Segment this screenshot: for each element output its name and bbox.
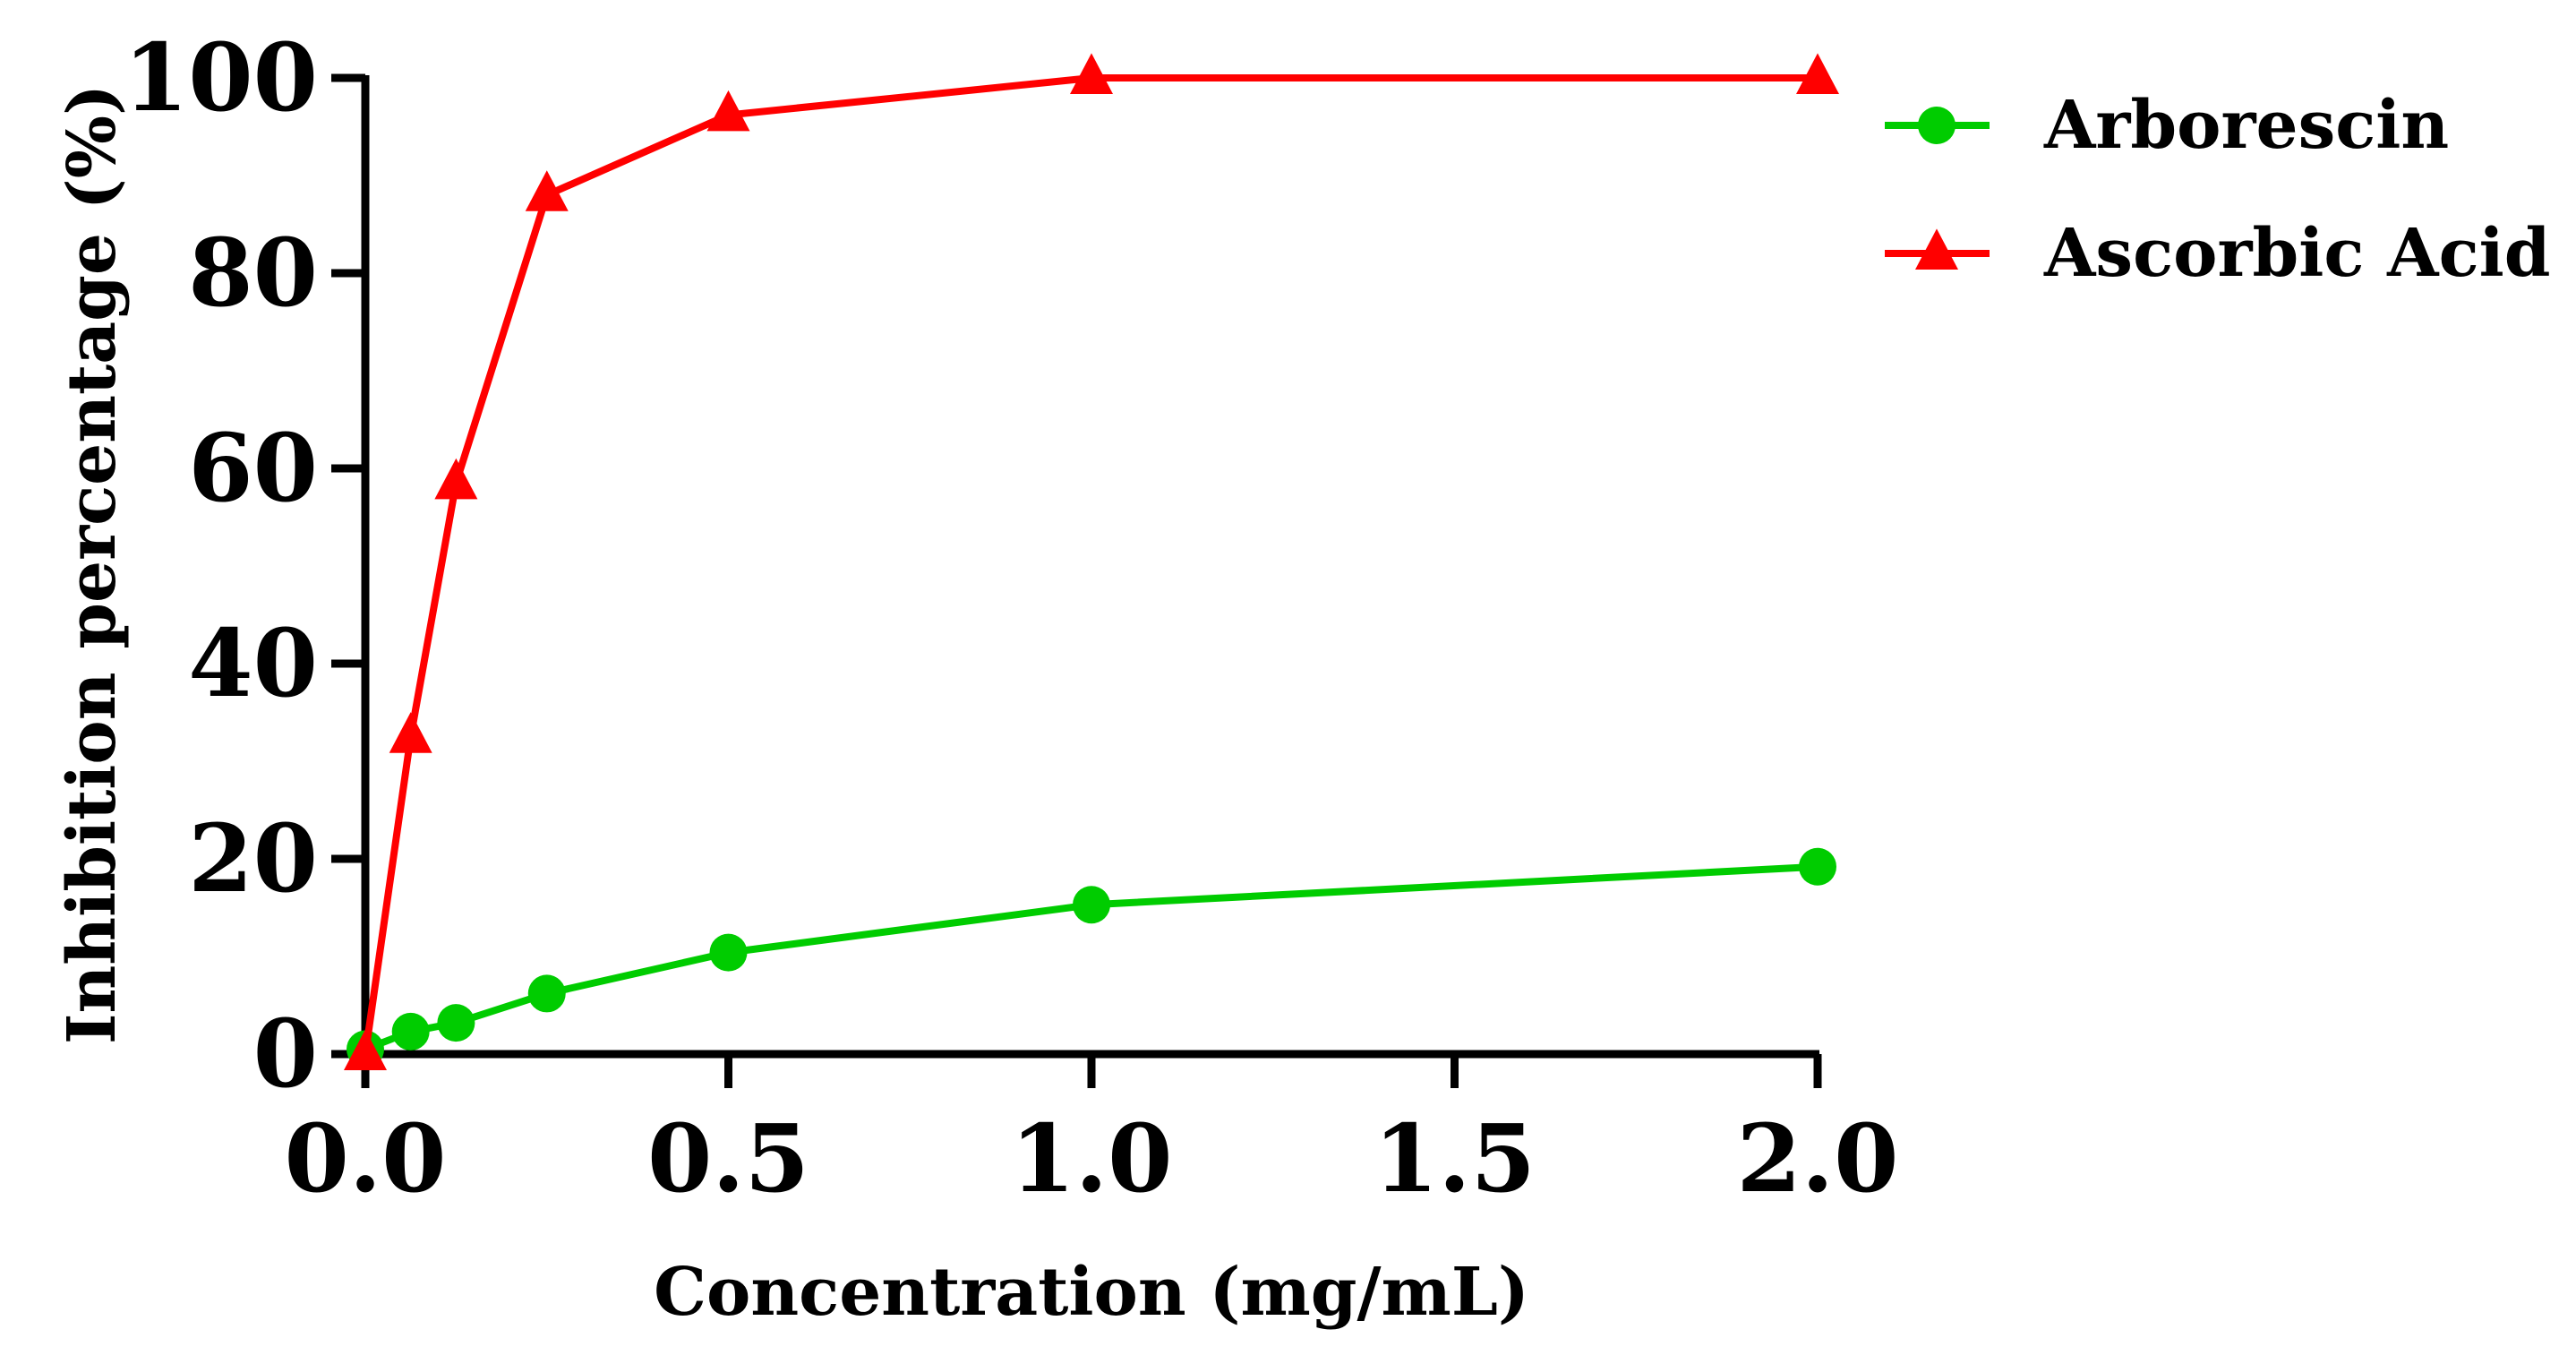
y-tick-label: 40 bbox=[188, 608, 318, 718]
x-tick-label: 1.0 bbox=[1011, 1103, 1173, 1213]
ascorbic-acid-point bbox=[1796, 53, 1839, 94]
x-tick-label: 0.0 bbox=[285, 1103, 447, 1213]
legend-label: Arborescin bbox=[2043, 87, 2449, 164]
legend-label: Ascorbic Acid bbox=[2043, 215, 2550, 292]
y-tick-label: 60 bbox=[188, 413, 318, 523]
legend-item-arborescin: Arborescin bbox=[1885, 87, 2449, 164]
ascorbic-acid-point bbox=[434, 458, 478, 500]
y-tick-label: 0 bbox=[253, 999, 318, 1109]
x-ticks: 0.0 0.5 1.0 1.5 2.0 bbox=[285, 1054, 1899, 1213]
series-arborescin bbox=[347, 847, 1836, 1068]
ascorbic-acid-point bbox=[344, 1029, 387, 1070]
series-ascorbic-acid bbox=[344, 53, 1839, 1070]
arborescin-point bbox=[391, 1012, 430, 1051]
arborescin-point bbox=[1073, 886, 1110, 924]
legend-item-ascorbic-acid: Ascorbic Acid bbox=[1885, 215, 2550, 292]
y-tick-label: 100 bbox=[124, 22, 318, 133]
y-axis-title: Inhibition percentage (%) bbox=[54, 84, 131, 1044]
legend-marker-arborescin bbox=[1918, 107, 1956, 144]
series-layer bbox=[344, 53, 1839, 1070]
ascorbic-acid-point bbox=[1070, 53, 1113, 94]
y-tick-label: 80 bbox=[188, 218, 318, 328]
ascorbic-acid-point bbox=[706, 90, 750, 132]
x-tick-label: 2.0 bbox=[1737, 1103, 1899, 1213]
legend: Arborescin Ascorbic Acid bbox=[1885, 87, 2550, 292]
x-tick-label: 0.5 bbox=[647, 1103, 809, 1213]
x-axis-title: Concentration (mg/mL) bbox=[654, 1254, 1529, 1331]
y-tick-label: 20 bbox=[188, 803, 318, 913]
arborescin-point bbox=[709, 933, 748, 972]
x-tick-label: 1.5 bbox=[1374, 1103, 1536, 1213]
ascorbic-acid-point bbox=[525, 170, 569, 211]
arborescin-point bbox=[437, 1004, 475, 1042]
ascorbic-acid-point bbox=[389, 712, 432, 753]
y-ticks: 0 20 40 60 80 100 bbox=[124, 22, 365, 1109]
arborescin-point bbox=[1799, 847, 1836, 886]
arborescin-point bbox=[527, 974, 566, 1013]
legend-marker-ascorbic-acid bbox=[1915, 228, 1958, 270]
